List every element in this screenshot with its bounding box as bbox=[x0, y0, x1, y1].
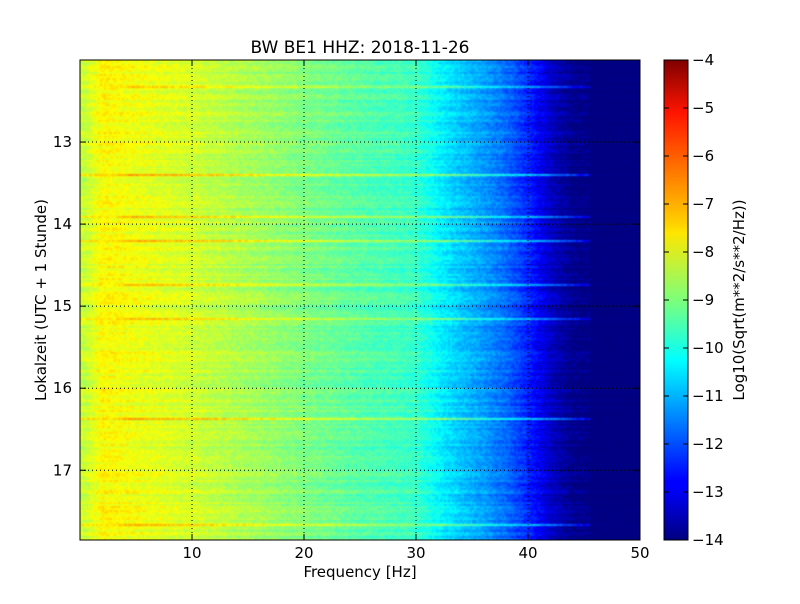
spectrogram-heatmap bbox=[80, 60, 640, 540]
y-tick-label: 14 bbox=[53, 215, 72, 233]
colorbar-tick-label: −14 bbox=[692, 531, 724, 549]
x-tick-label: 10 bbox=[182, 544, 201, 562]
x-tick-label: 40 bbox=[518, 544, 537, 562]
y-tick-label: 13 bbox=[53, 133, 72, 151]
x-axis-label: Frequency [Hz] bbox=[303, 563, 416, 581]
plot-frame bbox=[79, 59, 641, 541]
colorbar-tick-label: −8 bbox=[692, 243, 714, 261]
colorbar-tick-label: −5 bbox=[692, 99, 714, 117]
y-tick-label: 16 bbox=[53, 379, 72, 397]
x-tick-label: 20 bbox=[294, 544, 313, 562]
colorbar-tick-label: −4 bbox=[692, 51, 714, 69]
colorbar-ticks: −4 −5 −6 −7 −8 −9 −10 −11 −12 −13 −14 bbox=[664, 51, 724, 549]
colorbar-tick-label: −13 bbox=[692, 483, 724, 501]
x-tick-label: 30 bbox=[406, 544, 425, 562]
colorbar-tick-label: −6 bbox=[692, 147, 714, 165]
y-axis-ticks: 13 14 15 16 17 bbox=[53, 133, 640, 479]
colorbar-tick-label: −9 bbox=[692, 291, 714, 309]
x-tick-label: 50 bbox=[630, 544, 649, 562]
colorbar-tick-label: −12 bbox=[692, 435, 724, 453]
grid-lines bbox=[80, 60, 640, 540]
colorbar-tick-label: −10 bbox=[692, 339, 724, 357]
y-tick-label: 15 bbox=[53, 297, 72, 315]
y-axis-label: Lokalzeit (UTC + 1 Stunde) bbox=[32, 199, 50, 401]
chart-title: BW BE1 HHZ: 2018-11-26 bbox=[250, 38, 469, 58]
y-tick-label: 17 bbox=[53, 461, 72, 479]
colorbar-tick-label: −11 bbox=[692, 387, 724, 405]
colorbar-tick-label: −7 bbox=[692, 195, 714, 213]
colorbar-label: Log10(Sqrt(m**2/s**2/Hz)) bbox=[730, 199, 748, 400]
x-axis-ticks: 10 20 30 40 50 bbox=[182, 60, 650, 562]
